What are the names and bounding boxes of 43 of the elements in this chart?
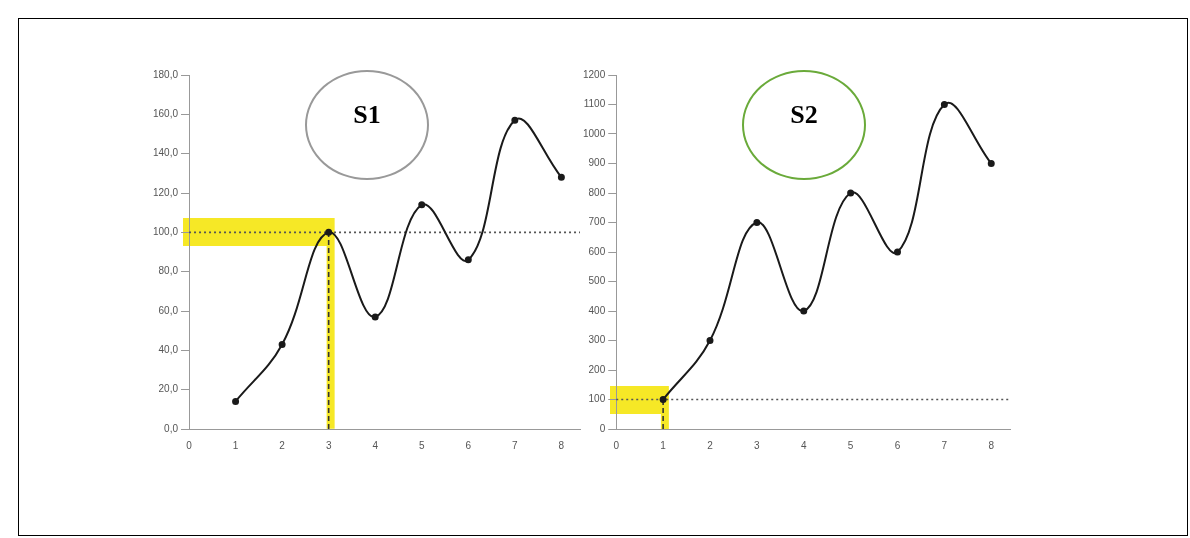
x-tick-label: 5 — [847, 439, 854, 451]
x-tick-label: 2 — [707, 439, 714, 451]
x-tick-label: 8 — [988, 439, 995, 451]
y-tick-label: 0,0 — [164, 422, 179, 434]
y-tick-label: 60,0 — [158, 304, 179, 316]
y-tick-label: 800 — [588, 186, 606, 198]
x-tick-label: 1 — [660, 439, 667, 451]
y-tick-label: 1100 — [583, 98, 606, 110]
x-tick-label: 5 — [418, 439, 425, 451]
y-tick-label: 1000 — [583, 127, 606, 139]
x-tick-label: 3 — [325, 439, 332, 451]
y-tick-label: 400 — [588, 304, 606, 316]
y-tick-label: 100 — [588, 393, 606, 405]
y-tick-label: 20,0 — [158, 383, 179, 395]
x-tick-label: 4 — [800, 439, 807, 451]
x-tick-label: 0 — [613, 439, 620, 451]
x-tick-label: 2 — [279, 439, 286, 451]
text: S1 — [305, 70, 429, 180]
y-tick-label: 120,0 — [152, 186, 179, 198]
y-tick-label: 700 — [588, 216, 606, 228]
y-tick-label: 100,0 — [152, 226, 179, 238]
y-tick-label: 180,0 — [152, 68, 179, 80]
y-tick-label: 500 — [588, 275, 606, 287]
y-tick-label: 80,0 — [158, 265, 179, 277]
y-tick-label: 140,0 — [152, 147, 179, 159]
y-tick-label: 160,0 — [152, 108, 179, 120]
x-tick-label: 3 — [754, 439, 761, 451]
x-tick-label: 1 — [232, 439, 239, 451]
y-tick-label: 600 — [588, 245, 606, 257]
text: S2 — [742, 70, 866, 180]
x-tick-label: 8 — [558, 439, 565, 451]
x-tick-label: 0 — [186, 439, 193, 451]
y-tick-label: 300 — [588, 334, 606, 346]
y-tick-label: 1200 — [583, 68, 606, 80]
x-tick-label: 4 — [372, 439, 379, 451]
y-tick-label: 0 — [599, 422, 606, 434]
x-tick-label: 6 — [465, 439, 472, 451]
y-tick-label: 200 — [588, 363, 606, 375]
y-tick-label: 40,0 — [158, 344, 179, 356]
x-tick-label: 6 — [894, 439, 901, 451]
x-tick-label: 7 — [512, 439, 519, 451]
x-tick-label: 7 — [941, 439, 948, 451]
y-tick-label: 900 — [588, 157, 606, 169]
